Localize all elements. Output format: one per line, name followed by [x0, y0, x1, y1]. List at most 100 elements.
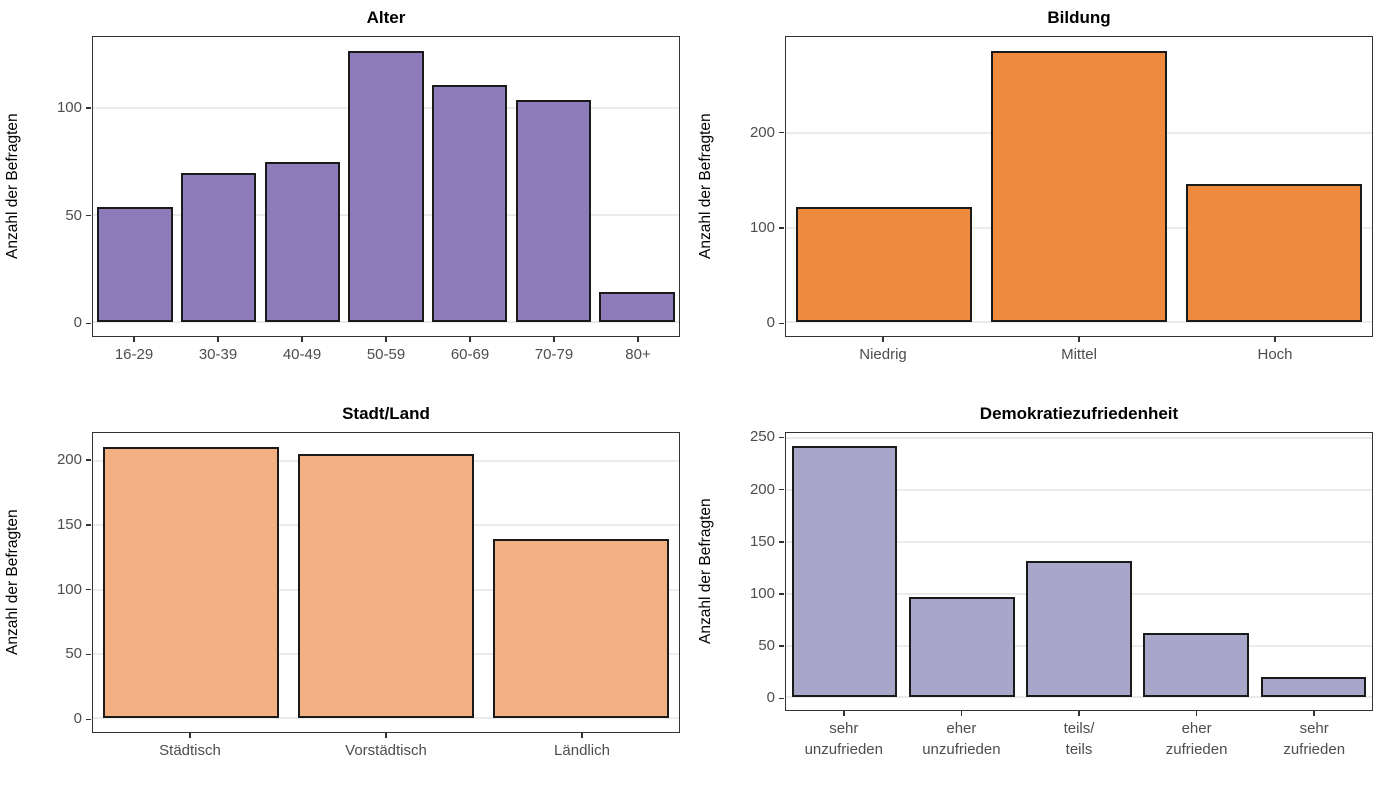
x-tick-label: Mittel — [1061, 346, 1097, 363]
x-tick-label: sehr zufrieden — [1283, 720, 1346, 758]
x-tick-mark — [581, 733, 583, 738]
bar-40-49 — [264, 161, 340, 323]
x-tick-mark — [553, 337, 555, 342]
y-tick-label: 250 — [749, 428, 775, 446]
y-tick-mark — [779, 131, 784, 134]
y-tick-label: 50 — [65, 645, 82, 663]
chart-title: Demokratiezufriedenheit — [979, 404, 1179, 423]
y-tick-mark — [86, 459, 91, 461]
bar-30-39 — [180, 172, 257, 323]
chart-demokratiezufriedenheit: Demokratiezufriedenheit Anzahl der Befrag… — [693, 396, 1386, 792]
bar-50-59 — [348, 50, 424, 323]
y-tick-label: 100 — [56, 98, 82, 116]
y-tick-mark — [779, 436, 784, 439]
y-tick-mark — [86, 588, 91, 591]
x-tick-label: Vorstädtisch — [345, 742, 427, 759]
y-tick-mark — [86, 653, 91, 656]
plot-panel — [92, 36, 680, 337]
x-tick-mark — [217, 337, 219, 342]
bar-vorst-dtisch — [298, 454, 474, 719]
bar-sehr-zufrieden — [1260, 676, 1367, 698]
y-tick-label: 200 — [56, 450, 82, 468]
y-axis-label: Anzahl der Befragten — [4, 113, 21, 260]
y-tick-label: 50 — [65, 206, 82, 224]
gridline-y-200 — [786, 489, 1372, 492]
gridline-y-0 — [786, 321, 1372, 324]
gridline-y-0 — [786, 696, 1372, 699]
x-tick-label: 70-79 — [534, 346, 574, 363]
bar-sehr-unzufrieden — [791, 445, 898, 698]
x-tick-mark — [882, 337, 884, 342]
y-axis-label: Anzahl der Befragten — [4, 509, 21, 656]
x-tick-label: teils/ teils — [1063, 720, 1095, 758]
x-tick-label: eher zufrieden — [1165, 720, 1228, 758]
chart-alter: Alter Anzahl der Befragten 0 50 100 16-29 30-3… — [0, 0, 693, 396]
x-tick-mark — [1274, 337, 1276, 342]
bar-16-29 — [97, 206, 173, 323]
bar-70-79 — [515, 99, 592, 323]
x-tick-mark — [189, 733, 191, 738]
y-tick-mark — [86, 107, 91, 109]
x-tick-label: sehr unzufrieden — [804, 720, 883, 758]
y-tick-mark — [779, 593, 784, 595]
x-tick-label: 16-29 — [114, 346, 154, 363]
x-tick-mark — [133, 337, 135, 342]
x-tick-label: eher unzufrieden — [922, 720, 1001, 758]
y-axis-label: Anzahl der Befragten — [697, 113, 714, 260]
bar-l-ndlich — [493, 539, 670, 719]
y-tick-mark — [779, 541, 784, 543]
y-tick-label: 0 — [73, 314, 82, 332]
plot-panel — [785, 432, 1373, 711]
y-tick-mark — [86, 718, 91, 721]
y-tick-mark — [86, 322, 91, 325]
x-tick-mark — [843, 711, 845, 716]
x-tick-label: Niedrig — [859, 346, 907, 363]
x-tick-mark — [637, 337, 639, 342]
x-tick-label: Ländlich — [554, 742, 610, 759]
y-tick-label: 100 — [56, 580, 82, 598]
bar-80 — [599, 292, 675, 323]
chart-stadt-land: Stadt/Land Anzahl der Befragten 0 50 100 150 2… — [0, 396, 693, 792]
bar-mittel — [991, 50, 1167, 323]
x-tick-mark — [1313, 711, 1315, 716]
y-tick-mark — [86, 214, 91, 217]
x-tick-label: 30-39 — [198, 346, 238, 363]
x-tick-label: Städtisch — [159, 742, 221, 759]
gridline-y-150 — [786, 540, 1372, 543]
y-tick-label: 0 — [73, 710, 82, 728]
y-axis-label: Anzahl der Befragten — [697, 498, 714, 645]
x-tick-mark — [1078, 337, 1080, 342]
x-tick-mark — [385, 337, 387, 342]
y-tick-mark — [779, 322, 784, 325]
gridline-y-250 — [786, 437, 1372, 440]
y-tick-label: 100 — [749, 218, 775, 236]
y-tick-mark — [779, 227, 784, 229]
x-tick-mark — [1195, 711, 1198, 716]
chart-title: Bildung — [1047, 8, 1111, 27]
x-tick-mark — [960, 711, 963, 716]
chart-title: Alter — [366, 8, 406, 27]
plot-panel — [92, 432, 680, 733]
y-tick-label: 150 — [56, 515, 82, 533]
y-tick-label: 0 — [766, 314, 775, 332]
bar-eher-zufrieden — [1143, 633, 1249, 698]
bar-niedrig — [795, 206, 972, 323]
y-tick-mark — [779, 488, 784, 491]
x-tick-mark — [469, 337, 471, 342]
y-tick-label: 100 — [749, 584, 775, 602]
x-tick-mark — [301, 337, 303, 342]
y-tick-mark — [779, 645, 784, 647]
bar-60-69 — [432, 84, 508, 323]
bar-teils-teils — [1026, 560, 1132, 698]
y-tick-label: 0 — [766, 689, 775, 707]
bar-eher-unzufrieden — [909, 596, 1015, 698]
x-tick-label: 60-69 — [450, 346, 490, 363]
bar-st-dtisch — [102, 446, 279, 719]
bar-hoch — [1186, 184, 1363, 323]
x-tick-label: 40-49 — [282, 346, 322, 363]
x-tick-mark — [1078, 711, 1080, 716]
y-tick-label: 200 — [749, 123, 775, 141]
y-tick-label: 50 — [758, 637, 775, 655]
gridline-y-0 — [93, 717, 679, 720]
